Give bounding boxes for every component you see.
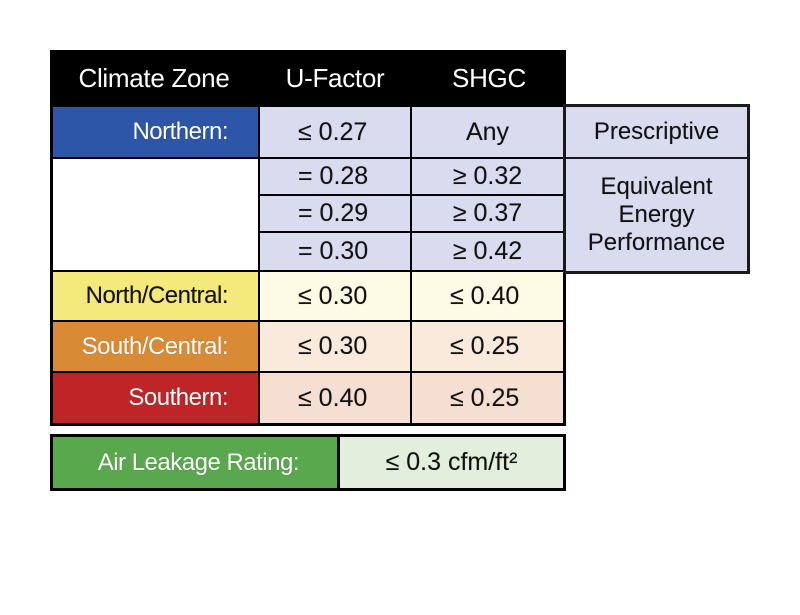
equivalent-line-2: Energy <box>618 201 695 228</box>
equivalent-line-1: Equivalent <box>600 173 713 200</box>
zone-northern: Northern: <box>53 107 258 157</box>
equivalent-line-3: Performance <box>587 229 726 256</box>
equivalent-energy-performance-label: Equivalent Energy Performance <box>566 159 747 271</box>
northern-shgc: Any <box>412 107 563 157</box>
header-climate-zone: Climate Zone <box>78 63 230 93</box>
equivalent-shgc-1: ≥ 0.32 <box>412 159 563 194</box>
northern-u-factor: ≤ 0.27 <box>260 107 410 157</box>
compliance-path-panel: Prescriptive Equivalent Energy Performan… <box>563 104 750 274</box>
south-central-shgc: ≤ 0.25 <box>412 322 563 371</box>
equivalent-u-factor-3: = 0.30 <box>260 233 410 270</box>
equivalent-shgc-2: ≥ 0.37 <box>412 196 563 231</box>
south-central-u-factor: ≤ 0.30 <box>260 322 410 371</box>
prescriptive-label: Prescriptive <box>566 107 747 157</box>
southern-shgc: ≤ 0.25 <box>412 373 563 423</box>
north-central-shgc: ≤ 0.40 <box>412 272 563 320</box>
air-leakage-label: Air Leakage Rating: <box>53 437 337 488</box>
climate-zone-table: Climate Zone U-Factor SHGC Northern: ≤ 0… <box>50 50 566 426</box>
southern-u-factor: ≤ 0.40 <box>260 373 410 423</box>
equivalent-shgc-3: ≥ 0.42 <box>412 233 563 270</box>
header-shgc: SHGC <box>452 63 526 93</box>
header-u-factor: U-Factor <box>285 63 385 93</box>
air-leakage-row: Air Leakage Rating: ≤ 0.3 cfm/ft² <box>50 434 566 491</box>
zone-north-central: North/Central: <box>53 272 258 320</box>
north-central-u-factor: ≤ 0.30 <box>260 272 410 320</box>
zone-southern: Southern: <box>53 373 258 423</box>
zone-blank <box>53 159 258 270</box>
equivalent-u-factor-2: = 0.29 <box>260 196 410 231</box>
zone-south-central: South/Central: <box>53 322 258 371</box>
equivalent-u-factor-1: = 0.28 <box>260 159 410 194</box>
air-leakage-value: ≤ 0.3 cfm/ft² <box>340 437 563 488</box>
